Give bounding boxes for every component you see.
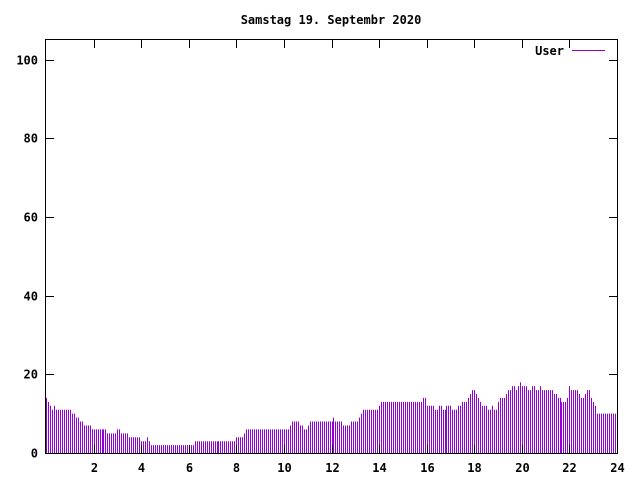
x-tick-label: 20 — [515, 461, 529, 475]
x-tick-label: 8 — [233, 461, 240, 475]
x-tick-label: 12 — [325, 461, 339, 475]
x-tick-label: 2 — [91, 461, 98, 475]
y-tick-label: 60 — [24, 211, 38, 225]
x-tick-label: 22 — [562, 461, 576, 475]
legend: User — [535, 44, 605, 58]
x-tick-label: 4 — [138, 461, 145, 475]
x-tick-label: 24 — [610, 461, 624, 475]
y-tick-label: 100 — [16, 54, 38, 68]
y-tick-label: 80 — [24, 132, 38, 146]
y-tick-label: 0 — [31, 447, 38, 461]
x-axis: 2 4 6 8 10 12 14 16 18 20 22 24 — [91, 40, 625, 475]
x-tick-label: 10 — [277, 461, 291, 475]
bar-series — [46, 382, 616, 453]
y-axis: 0 20 40 60 80 100 — [16, 54, 617, 461]
chart-title: Samstag 19. Septembr 2020 — [241, 13, 422, 27]
plot-frame — [45, 39, 618, 454]
x-tick-label: 16 — [420, 461, 434, 475]
y-tick-label: 20 — [24, 368, 38, 382]
legend-label: User — [535, 44, 564, 58]
x-tick-label: 14 — [372, 461, 386, 475]
y-tick-label: 40 — [24, 290, 38, 304]
x-tick-label: 18 — [467, 461, 481, 475]
x-tick-label: 6 — [186, 461, 193, 475]
